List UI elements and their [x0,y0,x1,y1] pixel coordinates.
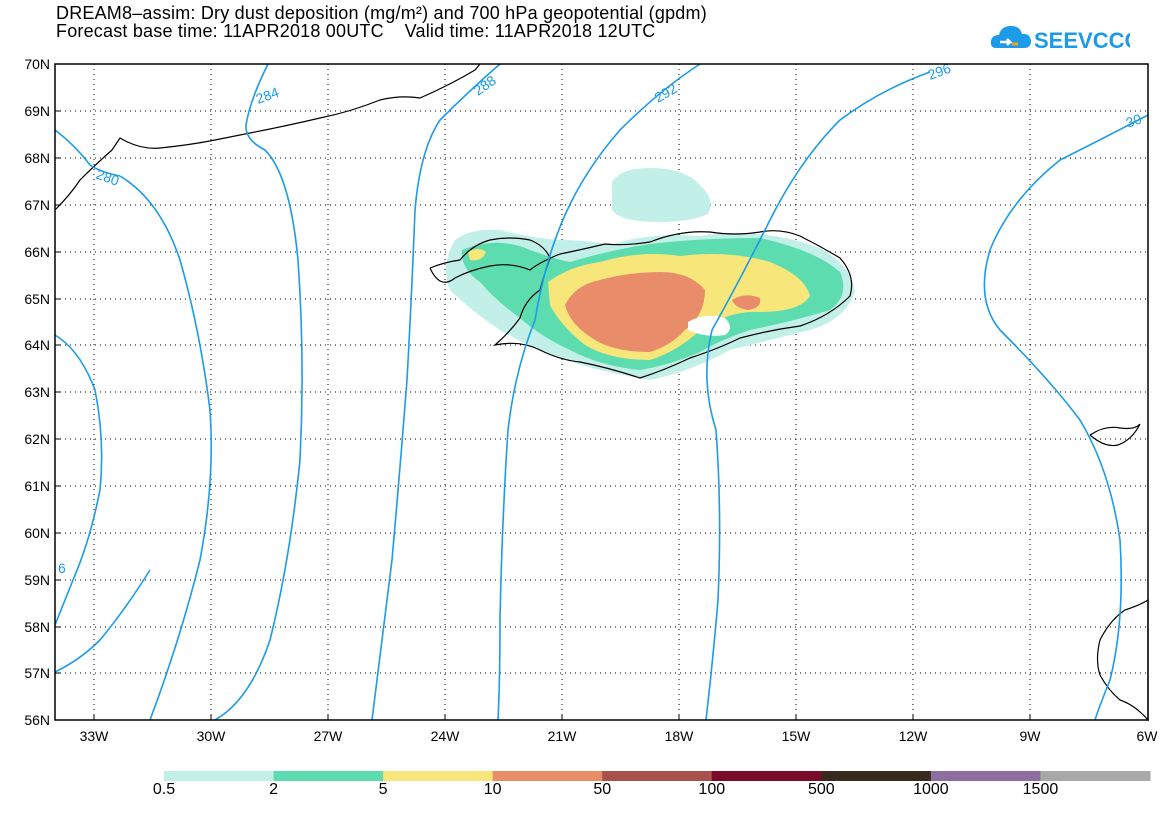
contour-284 [214,63,303,721]
contour-276-bottom [54,569,151,673]
lat-ticks [55,63,60,721]
lat-label: 69N [24,103,50,119]
grid [55,64,1148,720]
colorbar-label: 50 [593,781,612,798]
lon-label: 18W [665,728,695,744]
lon-label: 6W [1137,728,1159,744]
lat-label: 63N [24,384,50,400]
map-subtitle: Forecast base time: 11APR2018 00UTC Vali… [56,21,656,41]
contour-280-top [54,129,121,177]
colorbar-label: 100 [698,781,726,798]
lon-label: 12W [899,728,929,744]
lat-labels: 70N 69N 68N 67N 66N 65N 64N 63N 62N 61N … [24,56,50,728]
logo-text: SEEVCCC [1034,28,1130,53]
lat-label: 64N [24,337,50,353]
coastlines [54,63,1149,722]
contour-292 [497,63,701,721]
lat-label: 58N [24,619,50,635]
colorbar-swatch [164,771,275,781]
lat-label: 70N [24,56,50,72]
contour-276 [54,334,103,626]
lon-label: 9W [1020,728,1042,744]
colorbar-label: 1000 [913,781,949,798]
colorbar-swatch [930,771,1041,781]
colorbar-label: 2 [269,781,278,798]
contour-label-288: 288 [471,72,499,99]
cloud-icon [990,26,1031,48]
contour-label-296: 296 [926,60,954,83]
colorbar-swatch [1040,771,1151,781]
lon-label: 30W [197,728,227,744]
dust-area-north [612,168,711,222]
dust-deposition-field [446,168,855,380]
contour-label-292: 292 [652,80,680,106]
lon-label: 27W [314,728,344,744]
lon-label: 15W [782,728,812,744]
lat-label: 62N [24,431,50,447]
colorbar-label: 10 [483,781,502,798]
lat-label: 57N [24,665,50,681]
contour-label-284: 284 [254,84,282,107]
contour-280 [119,175,213,721]
lat-label: 68N [24,150,50,166]
faroe-coast [1089,423,1141,447]
colorbar [164,771,1151,781]
colorbar-swatch [821,771,932,781]
lon-ticks [93,715,1031,720]
lat-label: 65N [24,291,50,307]
dust-area-orange [565,272,705,352]
lon-label: 21W [548,728,578,744]
lon-labels: 33W 30W 27W 24W 21W 18W 15W 12W 9W 6W [80,728,1159,744]
contour-296 [705,71,931,721]
contour-label-280: 280 [94,166,122,189]
lat-label: 66N [24,244,50,260]
contour-288 [371,63,501,721]
seevccc-logo: SEEVCCC [990,26,1130,53]
map-frame [54,63,1149,721]
lon-label: 24W [431,728,461,744]
lat-label: 60N [24,525,50,541]
geopotential-contours [54,63,1149,721]
colorbar-swatch [602,771,713,781]
contour-label-276: 6 [58,560,66,576]
greenland-coast [54,63,481,211]
lon-label: 33W [80,728,110,744]
colorbar-label: 5 [378,781,388,798]
contour-label-300: 30 [1124,110,1144,130]
colorbar-swatch [383,771,494,781]
map-title: DREAM8–assim: Dry dust deposition (mg/m²… [56,3,707,23]
lat-label: 61N [24,478,50,494]
colorbar-label: 500 [807,781,835,798]
colorbar-swatch [273,771,384,781]
colorbar-label: 0.5 [152,781,176,798]
lat-label: 67N [24,197,50,213]
dust-area-orange-east [732,295,761,310]
scotland-coast [1096,598,1149,722]
colorbar-swatch [492,771,603,781]
contour-300 [983,114,1149,721]
lat-label: 56N [24,712,50,728]
dust-area-yellow-nw [468,249,486,261]
colorbar-label: 1500 [1022,781,1059,798]
colorbar-swatch [711,771,822,781]
lat-label: 59N [24,572,50,588]
dust-hole [688,315,730,336]
